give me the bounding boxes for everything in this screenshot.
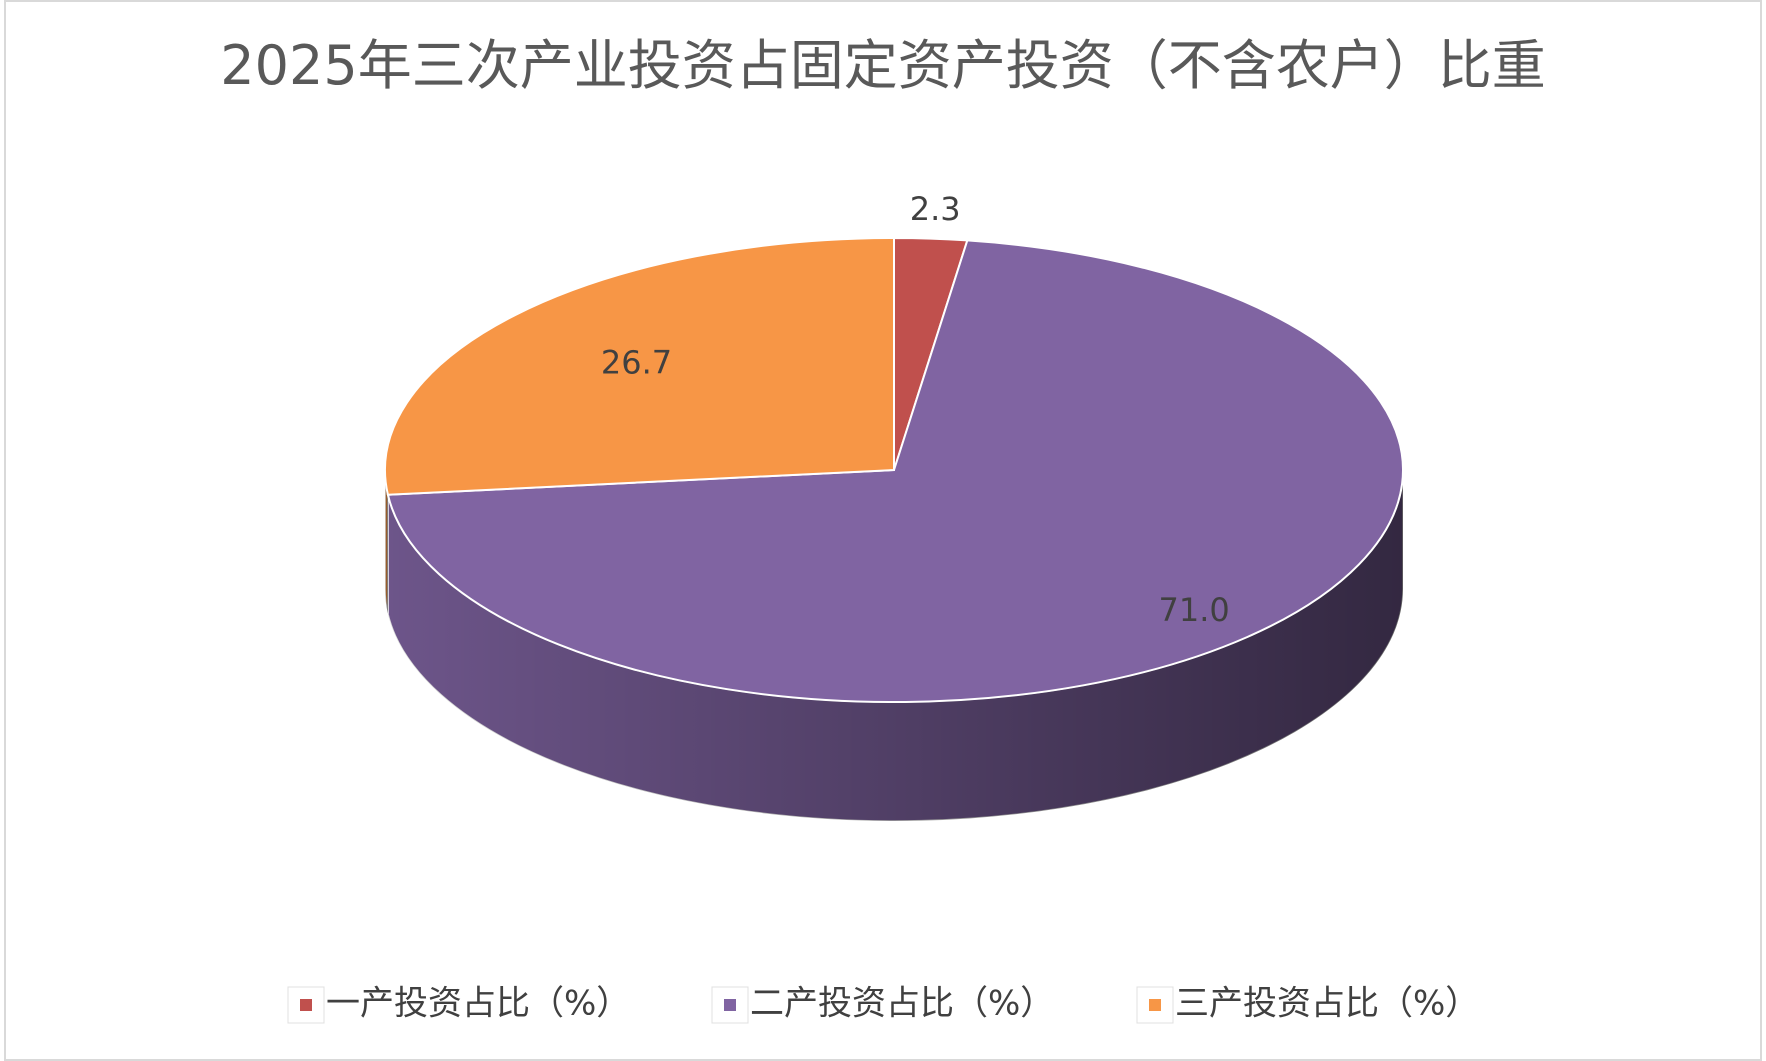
legend-swatch: [1149, 999, 1161, 1011]
chart-border: [4, 0, 1762, 1061]
legend-label: 三产投资占比（%）: [1175, 984, 1479, 1024]
legend: 一产投资占比（%） 二产投资占比（%） 三产投资占比（%）: [287, 984, 1479, 1024]
pie: 2.3 71.0 26.7: [384, 190, 1404, 822]
slice-side-shade: [387, 470, 1404, 822]
slice: [386, 239, 1404, 703]
data-label: 26.7: [601, 344, 672, 382]
legend-label: 二产投资占比（%）: [750, 984, 1054, 1024]
legend-label: 一产投资占比（%）: [326, 984, 630, 1024]
data-label: 2.3: [910, 190, 961, 228]
legend-swatch: [724, 999, 736, 1011]
data-label: 71.0: [1158, 591, 1229, 629]
legend-swatch: [300, 999, 312, 1011]
chart-title: 2025年三次产业投资占固定资产投资（不含农户）比重: [220, 34, 1546, 97]
slice-side-shade: [385, 470, 388, 614]
slice: [384, 236, 895, 496]
